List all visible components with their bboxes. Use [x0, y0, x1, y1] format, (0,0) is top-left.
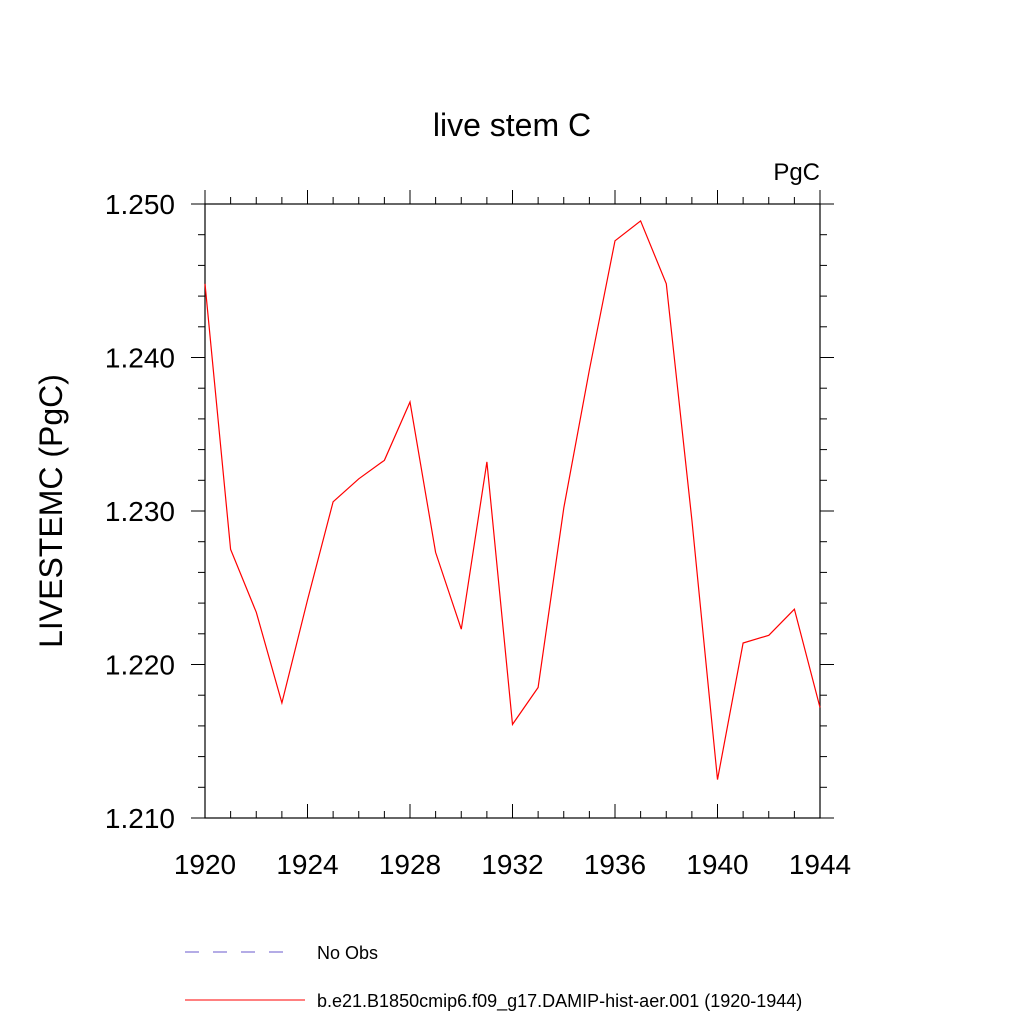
- axis-ticks: [191, 190, 834, 819]
- x-tick-label: 1924: [276, 849, 338, 880]
- y-tick-label: 1.250: [105, 189, 175, 220]
- series-line: [204, 219, 821, 780]
- series-group: [204, 219, 821, 780]
- x-tick-label: 1940: [686, 849, 748, 880]
- y-tick-label: 1.210: [105, 803, 175, 834]
- x-tick-label: 1944: [789, 849, 851, 880]
- legend: No Obs b.e21.B1850cmip6.f09_g17.DAMIP-his…: [185, 943, 802, 1012]
- y-tick-label: 1.240: [105, 343, 175, 374]
- x-tick-label: 1936: [584, 849, 646, 880]
- x-tick-label: 1920: [174, 849, 236, 880]
- legend-label: b.e21.B1850cmip6.f09_g17.DAMIP-hist-aer.…: [317, 991, 802, 1012]
- x-tick-label: 1928: [379, 849, 441, 880]
- x-tick-label: 1932: [481, 849, 543, 880]
- axis-tick-labels: 1920 1924 1928 1932 1936 1940 1944 1.210 1.220 1.…: [105, 189, 851, 880]
- y-axis-label: LIVESTEMC (PgC): [33, 374, 69, 648]
- y-tick-label: 1.230: [105, 496, 175, 527]
- y-tick-label: 1.220: [105, 650, 175, 681]
- legend-label: No Obs: [317, 943, 378, 963]
- chart-title: live stem C: [433, 107, 591, 143]
- units-label: PgC: [773, 159, 820, 186]
